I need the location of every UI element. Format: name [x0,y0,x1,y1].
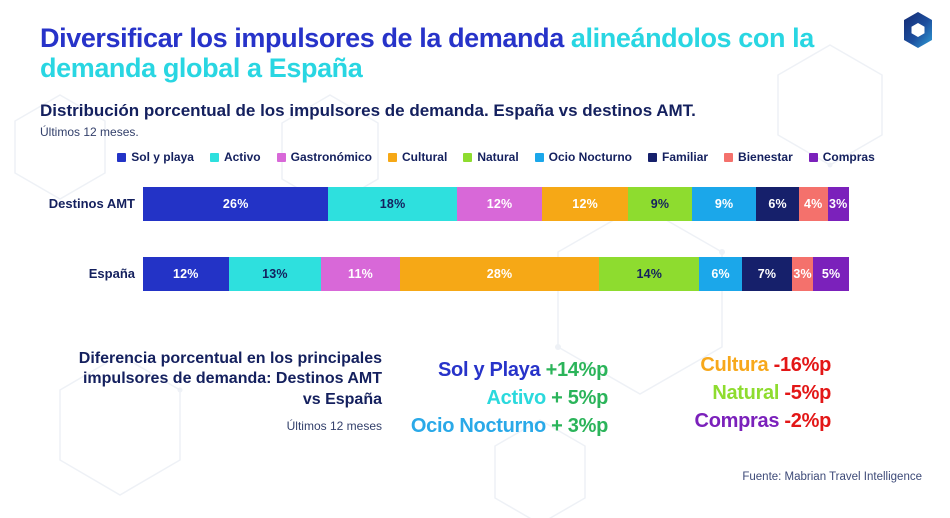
gain-stats: Sol y Playa +14%p Activo + 5%p Ocio Noctur… [400,356,608,440]
source-attribution: Fuente: Mabrian Travel Intelligence [742,471,922,483]
stat-label: Sol y Playa [437,359,546,381]
stat-value: -5%p [784,382,831,404]
bar-segment: 28% [399,257,600,291]
legend-swatch [724,152,734,162]
legend-label: Compras [822,150,875,164]
legend-label: Sol y playa [131,150,194,164]
page-title-primary: Diversificar los impulsores de la demand… [40,23,571,53]
legend-item: Gastronómico [276,150,372,164]
bar-segment: 3% [791,257,814,291]
bar-segment: 6% [756,187,800,221]
bar-segment: 18% [328,187,457,221]
legend-label: Cultural [401,150,448,164]
legend-swatch [463,152,473,162]
legend-item: Sol y playa [117,150,194,164]
stat-line: Sol y Playa +14%p [400,356,608,384]
bar-segment: 12% [143,257,229,291]
stat-label: Activo [486,387,552,409]
stat-line: Cultura -16%p [663,351,831,379]
stat-value: + 5%p [551,387,608,409]
stat-label: Compras [694,410,785,432]
page-title-secondary: alineándolos con la demanda global a Esp… [40,23,814,83]
loss-stats: Cultura -16%p Natural -5%p Compras -2%p [663,351,832,435]
bar-segment: 26% [143,187,329,221]
stacked-bar-espana: 12% 13% 11% 28% 14% 6% 7% 3% 5% [143,257,849,291]
legend-swatch [117,152,127,162]
bar-segment: 9% [627,187,693,221]
bar-segment: 7% [741,257,792,291]
stat-label: Ocio Nocturno [410,415,552,437]
legend-item: Activo [209,150,261,164]
legend-item: Compras [808,150,875,164]
legend-item: Cultural [387,150,448,164]
legend-swatch [648,152,658,162]
stacked-bar-destinos-amt: 26% 18% 12% 12% 9% 9% 6% 4% 3% [143,187,849,221]
legend-item: Natural [463,150,519,164]
stat-value: +14%p [545,359,609,381]
legend-label: Bienestar [738,150,793,164]
legend-swatch [209,152,219,162]
bar-segment: 6% [699,257,742,291]
legend-item: Familiar [648,150,708,164]
bar-segment: 4% [799,187,828,221]
chart-legend: Sol y playa Activo Gastronómico Cultural Nat… [117,150,875,164]
stat-value: -2%p [784,410,831,432]
legend-label: Familiar [662,150,709,164]
bar-segment: 11% [321,257,400,291]
stat-line: Ocio Nocturno + 3%p [400,412,608,440]
stat-line: Activo + 5%p [400,384,609,412]
stat-line: Natural -5%p [663,379,831,407]
legend-item: Ocio Nocturno [534,150,633,164]
bar-segment: 13% [228,257,322,291]
bar-segment: 3% [827,187,849,221]
bar-segment: 5% [813,257,849,291]
chart-period-note: Últimos 12 meses. [40,125,139,139]
category-label-espana: España [88,266,135,281]
legend-swatch [276,152,286,162]
stat-label: Natural [712,382,785,404]
category-label-destinos-amt: Destinos AMT [48,196,135,211]
legend-label: Activo [223,150,261,164]
bar-row-destinos-amt: Destinos AMT 26% 18% 12% 12% 9% 9% 6% 4% 3% [0,187,950,221]
legend-label: Gastronómico [290,150,372,164]
bar-row-espana: España 12% 13% 11% 28% 14% 6% 7% 3% 5% [0,257,950,291]
bar-segment: 14% [599,257,700,291]
legend-swatch [534,152,544,162]
bar-segment: 12% [542,187,628,221]
stat-line: Compras -2%p [663,407,832,435]
stat-label: Cultura [700,354,774,376]
legend-item: Bienestar [724,150,793,164]
diff-period-note: Últimos 12 meses [286,419,382,434]
mabrian-logo [904,12,932,48]
legend-swatch [808,152,818,162]
diff-heading-block: Diferencia porcentual en los principales… [78,349,382,435]
diff-heading: Diferencia porcentual en los principales… [78,350,382,408]
page-title: Diversificar los impulsores de la demand… [40,23,900,83]
legend-swatch [387,152,397,162]
legend-label: Natural [477,150,519,164]
chart-title: Distribución porcentual de los impulsore… [40,101,696,120]
legend-label: Ocio Nocturno [548,150,633,164]
bar-segment: 12% [456,187,543,221]
stat-value: -16%p [773,354,832,376]
bar-segment: 9% [692,187,757,221]
stat-value: + 3%p [551,415,608,437]
